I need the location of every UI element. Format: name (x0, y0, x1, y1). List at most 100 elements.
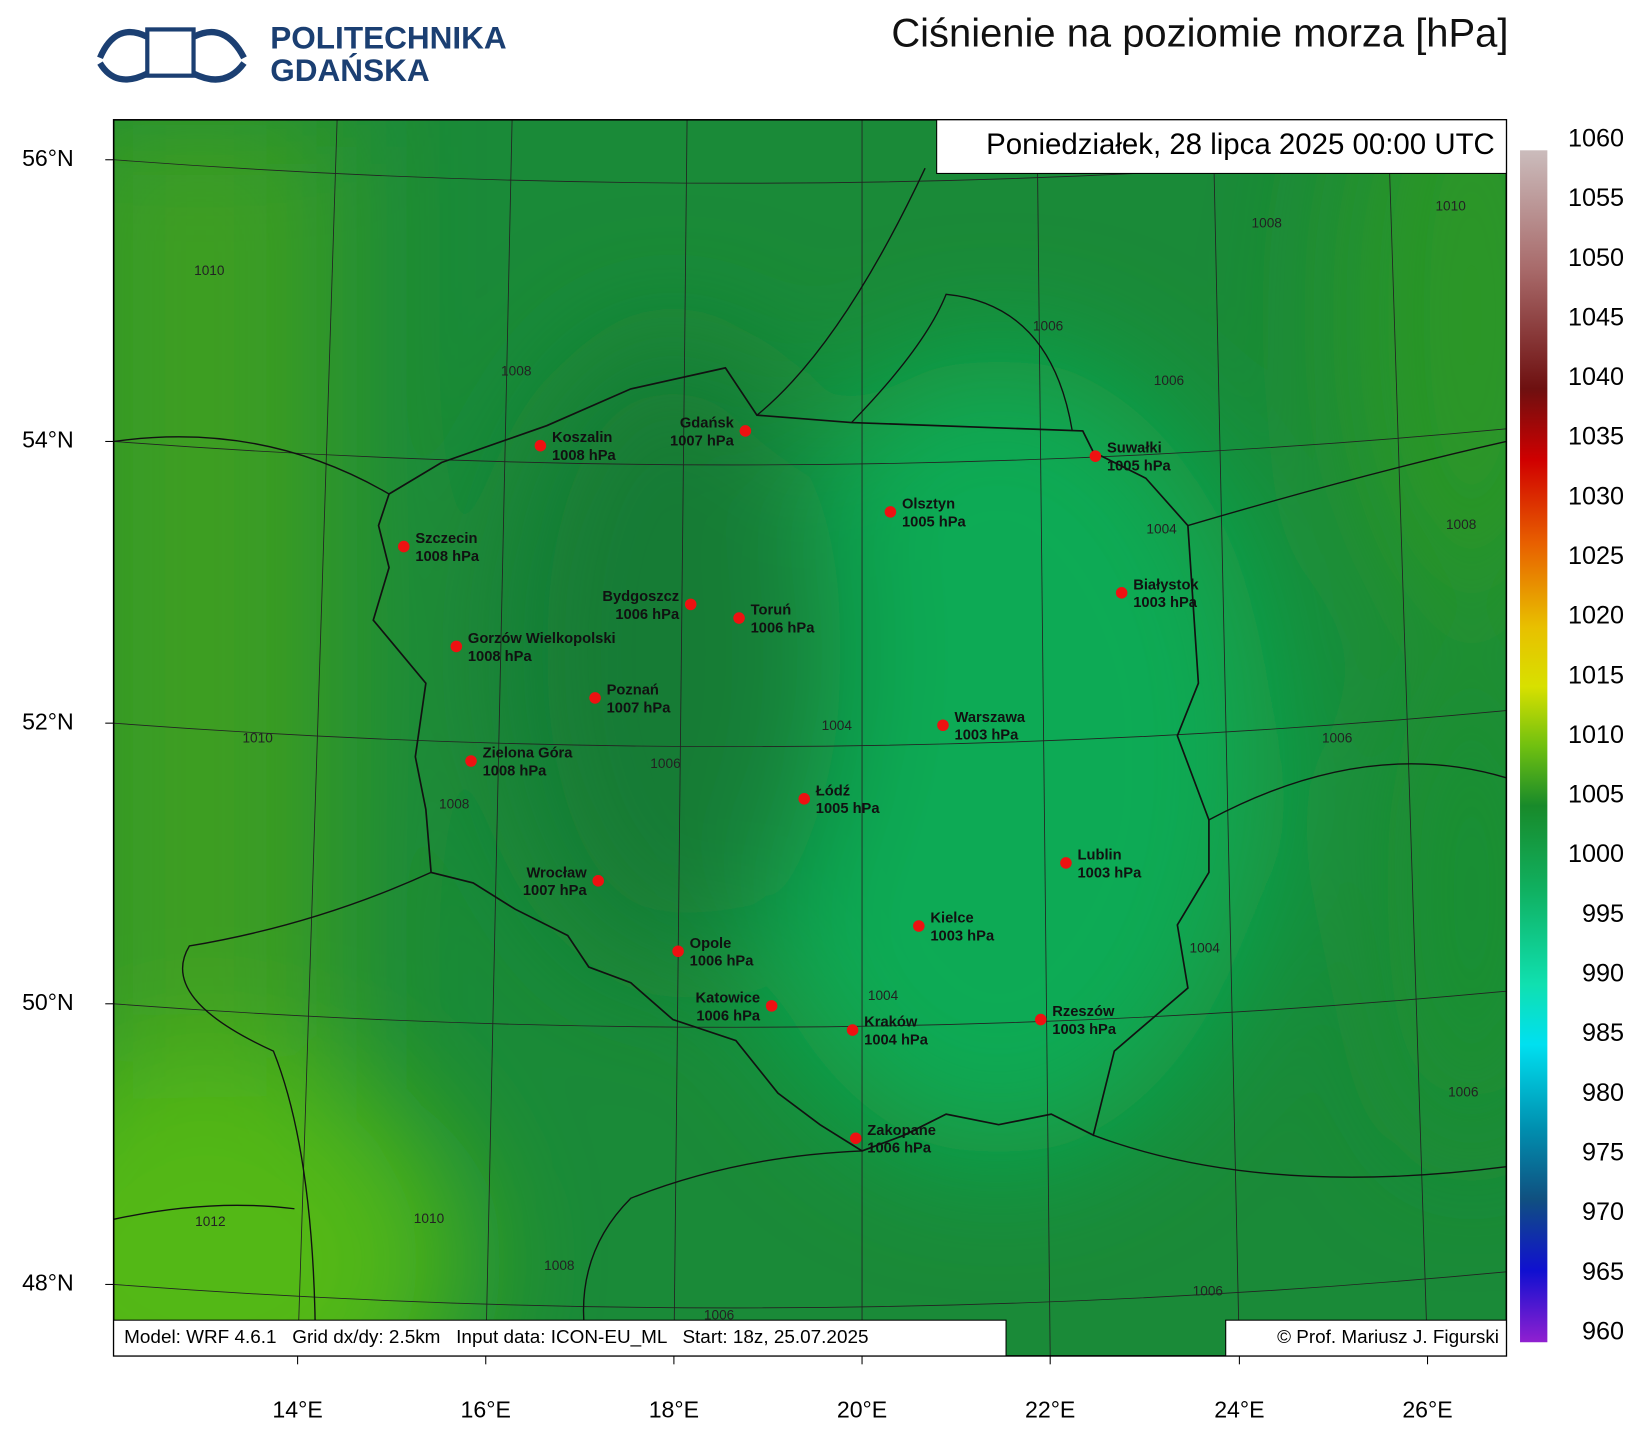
graticule (1212, 119, 1240, 1356)
model-info: Model: WRF 4.6.1 Grid dx/dy: 2.5km Input… (124, 1327, 868, 1348)
city-pressure: 1008 hPa (483, 763, 548, 779)
city-name: Kraków (864, 1015, 918, 1031)
colorbar-label: 995 (1582, 900, 1624, 928)
colorbar-label: 1040 (1568, 363, 1624, 391)
graticule (485, 119, 513, 1356)
city-pressure: 1008 hPa (552, 448, 617, 464)
city-pressure: 1003 hPa (1052, 1022, 1117, 1038)
colorbar-label: 1035 (1568, 423, 1624, 451)
colorbar-label: 1045 (1568, 303, 1624, 331)
colorbar-label: 980 (1582, 1079, 1624, 1107)
city-name: Opole (690, 936, 732, 952)
city-pressure: 1005 hPa (1107, 459, 1172, 475)
city-pressure: 1006 hPa (751, 620, 816, 636)
colorbar-label: 1000 (1568, 840, 1624, 868)
graticule (1387, 119, 1428, 1356)
city-name: Zielona Góra (483, 746, 574, 762)
city-dot (672, 945, 684, 958)
city-name: Lublin (1078, 847, 1122, 863)
city-dot (849, 1132, 862, 1145)
city-dot (592, 875, 604, 887)
city-dot (450, 640, 463, 653)
city-pressure: 1008 hPa (468, 649, 533, 665)
city-dot (589, 692, 601, 704)
contour-label: 1008 (544, 1258, 574, 1273)
city-name: Suwałki (1107, 441, 1162, 457)
city-dot (1034, 1013, 1047, 1026)
contour-label: 1012 (195, 1214, 225, 1229)
contour-label: 1010 (1435, 199, 1466, 214)
copyright: © Prof. Mariusz J. Figurski (1277, 1327, 1499, 1348)
logo: POLITECHNIKA GDAŃSKA (97, 19, 507, 88)
title: Ciśnienie na poziomie morza [hPa] (891, 11, 1508, 55)
colorbar-label: 1015 (1568, 661, 1624, 689)
city-dot (884, 506, 897, 518)
contour-label: 1006 (1448, 1085, 1478, 1100)
city-pressure: 1003 hPa (1133, 595, 1198, 611)
lon-label: 14°E (272, 1397, 322, 1423)
contour-label: 1010 (242, 731, 273, 746)
city-name: Zakopane (867, 1123, 936, 1139)
lon-label: 26°E (1402, 1397, 1452, 1423)
lat-label: 54°N (22, 427, 74, 453)
contour-label: 1006 (704, 1308, 734, 1323)
city-name: Koszalin (552, 430, 612, 446)
colorbar (1520, 150, 1548, 1343)
colorbar-label: 970 (1582, 1198, 1624, 1226)
city-pressure: 1007 hPa (670, 433, 735, 449)
lon-label: 20°E (837, 1397, 887, 1423)
colorbar-label: 975 (1582, 1138, 1624, 1166)
city-name: Katowice (696, 990, 761, 1006)
city-dot (739, 425, 752, 437)
city-pressure: 1003 hPa (955, 728, 1020, 744)
lon-label: 16°E (461, 1397, 511, 1423)
lon-label: 18°E (649, 1397, 699, 1423)
lat-label: 52°N (22, 708, 74, 734)
city-dot (1115, 587, 1128, 599)
city-pressure: 1003 hPa (930, 928, 995, 944)
city-dot (765, 1000, 778, 1012)
graticule (113, 1271, 1507, 1309)
contour-label: 1004 (1146, 521, 1177, 536)
city-name: Poznań (607, 682, 659, 698)
graticule (1036, 119, 1051, 1356)
graticule (113, 990, 1507, 1028)
city-pressure: 1006 hPa (696, 1008, 761, 1024)
city-name: Gorzów Wielkopolski (468, 631, 616, 647)
graticule (673, 119, 688, 1356)
contour-label: 1010 (194, 263, 225, 278)
city-name: Białystok (1133, 577, 1199, 593)
colorbar-label: 1060 (1568, 124, 1624, 152)
city-dot (1089, 450, 1102, 462)
colorbar-label: 965 (1582, 1258, 1624, 1286)
colorbar-label: 1055 (1568, 184, 1624, 212)
city-dot (534, 439, 547, 452)
colorbar-label: 985 (1582, 1019, 1624, 1047)
city-pressure: 1007 hPa (607, 700, 672, 716)
graticule (113, 428, 1507, 466)
map: 1010 1010 1010 1010 1008 1008 1008 1008 1008 1006… (113, 119, 1507, 1356)
city-dot (397, 540, 410, 553)
contour-label: 1008 (1446, 517, 1476, 532)
city-dot (465, 755, 477, 767)
lon-label: 24°E (1214, 1397, 1264, 1423)
city-dot (846, 1024, 859, 1036)
city-name: Warszawa (955, 710, 1026, 726)
city-name: Rzeszów (1052, 1004, 1115, 1020)
colorbar-label: 1020 (1568, 602, 1624, 630)
contour-label: 1008 (501, 364, 531, 379)
city-pressure: 1006 hPa (690, 954, 755, 970)
city-dot (913, 920, 925, 932)
city-dot (733, 612, 745, 624)
city-name: Łódź (816, 783, 850, 799)
city-pressure: 1006 hPa (615, 607, 680, 623)
contour-label: 1004 (1190, 941, 1221, 956)
colorbar-label: 990 (1582, 960, 1624, 988)
contour-label: 1006 (1033, 318, 1063, 333)
city-name: Wrocław (526, 865, 587, 881)
colorbar-label: 1025 (1568, 542, 1624, 570)
city-dot (798, 793, 811, 805)
lat-label: 50°N (22, 989, 74, 1015)
